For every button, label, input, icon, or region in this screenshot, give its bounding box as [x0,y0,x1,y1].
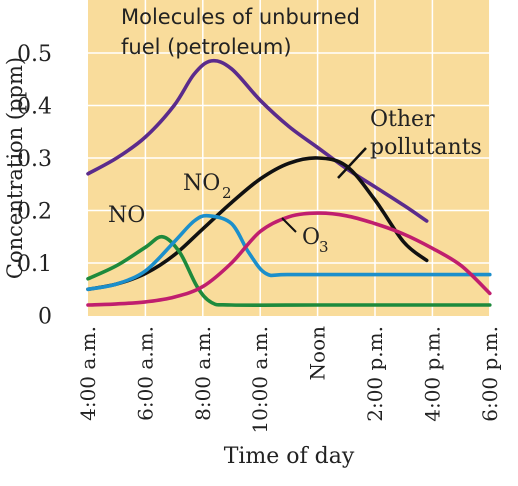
series-layer [86,58,492,307]
x-tick-label: 4:00 p.m. [420,326,444,422]
series-labels: Molecules of unburned fuel (petroleum) Oth… [108,5,482,256]
y-axis-label: Concentration (ppm) [3,57,27,279]
no2-label: NO [183,171,220,196]
series-line-no [86,234,492,307]
y-tick-label: 0.3 [17,147,52,172]
o3-label-subscript: 3 [319,238,329,256]
other-pollutants-leader [337,147,367,179]
no-label: NO [108,203,145,228]
x-tick-label: 8:00 a.m. [191,326,215,421]
x-tick-label: 4:00 a.m. [76,326,100,421]
x-tick-label: Noon [306,326,330,381]
y-tick-label: 0.5 [17,42,52,67]
x-tick-label: 10:00 a.m. [248,326,272,434]
x-axis-label: Time of day [224,444,355,469]
y-tick-label: 0.2 [17,200,52,225]
x-tick-label: 6:00 a.m. [133,326,157,421]
other-pollutants-label-line: Other [370,107,435,132]
series-line-no2 [86,213,492,292]
x-tick-label: 6:00 p.m. [478,326,502,422]
y-tick-label: 0 [38,305,52,330]
no2-label-subscript: 2 [222,184,232,202]
series-line-fuel [86,58,429,223]
fuel-label-line: Molecules of unburned [121,5,360,29]
grid [88,0,491,316]
o3-leader [281,217,297,233]
series-line-o3 [86,211,492,307]
series-line-other [86,156,429,292]
other-pollutants-label-line: pollutants [370,135,482,160]
y-tick-label: 0.4 [17,95,52,120]
x-tick-label: 2:00 p.m. [363,326,387,422]
axes: 0 0.1 0.2 0.3 0.4 0.5 4:00 a.m. 6:00 a.m. 8:00 a… [17,42,502,434]
fuel-label-line: fuel (petroleum) [121,35,292,59]
o3-label: O [302,225,320,250]
y-tick-label: 0.1 [17,252,52,277]
